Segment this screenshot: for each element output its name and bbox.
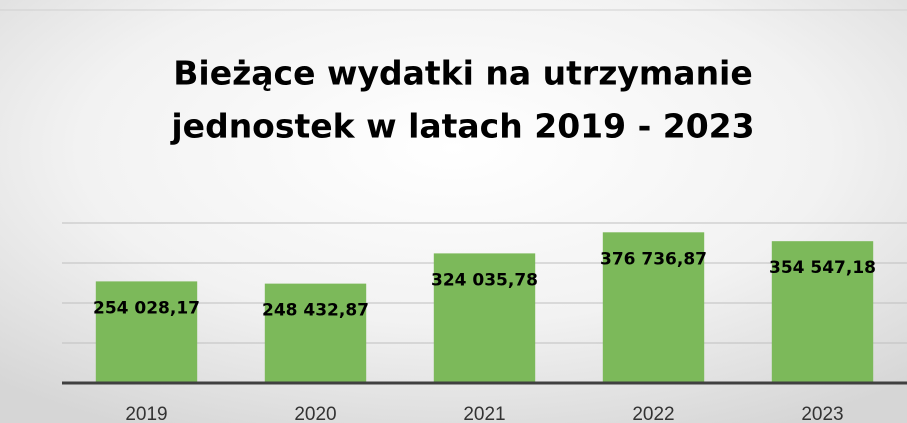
data-label: 354 547,18 <box>769 258 876 278</box>
data-label: 248 432,87 <box>262 301 369 321</box>
x-tick-label: 2019 <box>125 404 167 423</box>
chart-title: jednostek w latach 2019 - 2023 <box>169 107 754 146</box>
bar <box>95 281 198 383</box>
x-tick-label: 2021 <box>463 404 505 423</box>
bar <box>602 232 705 383</box>
data-label: 376 736,87 <box>600 249 707 269</box>
data-label: 254 028,17 <box>93 298 200 318</box>
bar <box>771 241 874 383</box>
x-tick-label: 2023 <box>801 404 843 423</box>
chart-title: Bieżące wydatki na utrzymanie <box>173 54 753 93</box>
x-tick-label: 2022 <box>632 404 674 423</box>
bar <box>264 283 367 383</box>
data-label: 324 035,78 <box>431 270 538 290</box>
title: Bieżące wydatki na utrzymanie jednostek w… <box>169 54 754 146</box>
bar <box>433 253 536 383</box>
x-tick-label: 2020 <box>294 404 336 423</box>
